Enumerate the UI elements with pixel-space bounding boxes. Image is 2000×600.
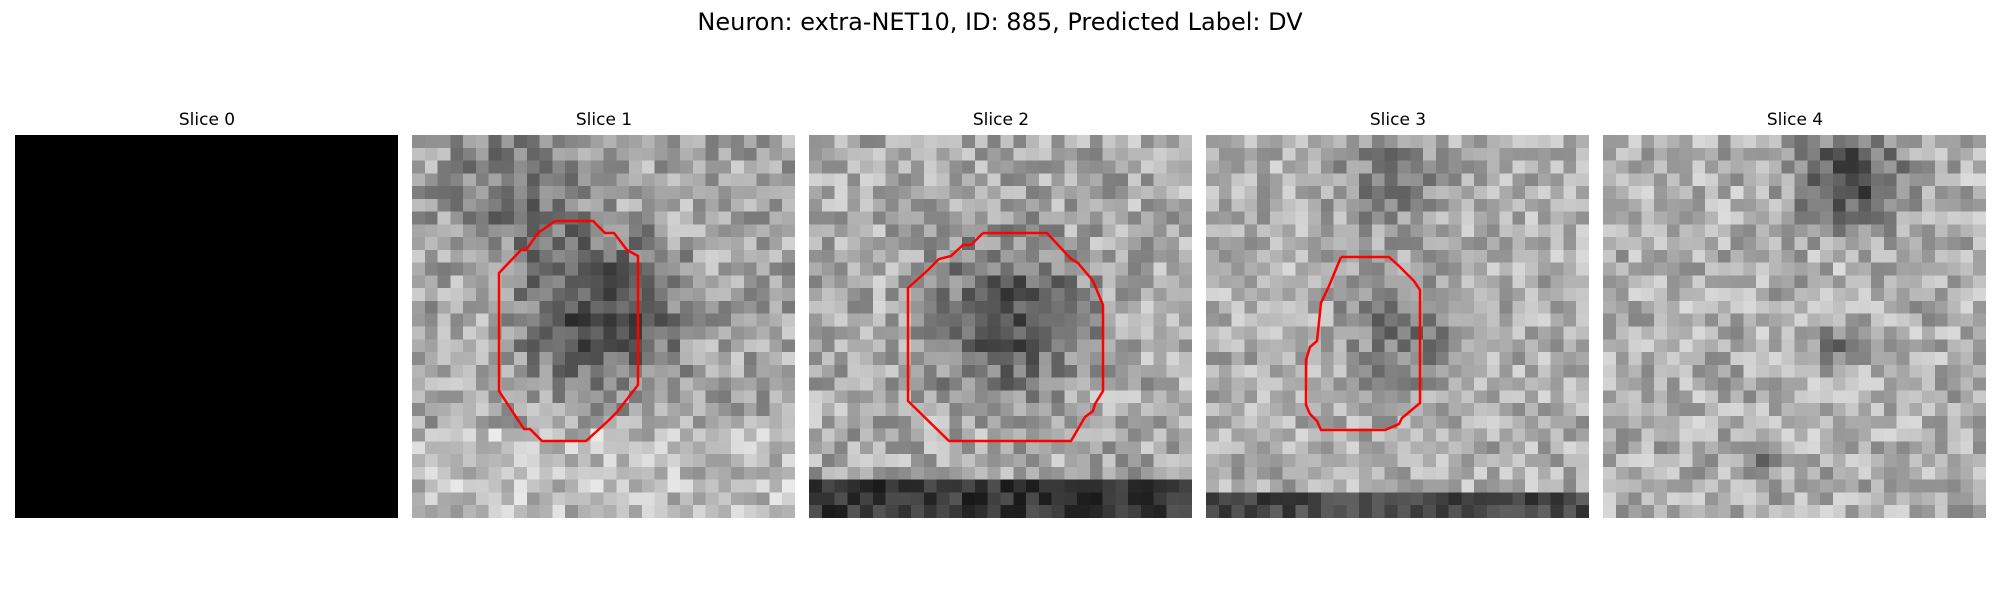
slice-image-3 bbox=[1206, 135, 1589, 518]
slice-title-4: Slice 4 bbox=[1766, 110, 1824, 130]
slice-image-0 bbox=[15, 135, 398, 518]
slice-title-2: Slice 2 bbox=[972, 110, 1030, 130]
slice-image-1 bbox=[412, 135, 795, 518]
slice-title-0: Slice 0 bbox=[178, 110, 236, 130]
slice-image-2 bbox=[809, 135, 1192, 518]
slice-image-4 bbox=[1603, 135, 1986, 518]
slice-title-1: Slice 1 bbox=[575, 110, 633, 130]
figure-title: Neuron: extra-NET10, ID: 885, Predicted … bbox=[697, 8, 1303, 36]
slice-title-3: Slice 3 bbox=[1369, 110, 1427, 130]
